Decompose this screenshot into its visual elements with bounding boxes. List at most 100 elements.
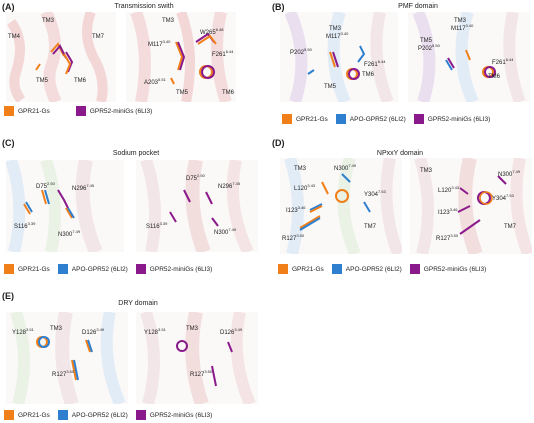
- label-m117: M1173.40: [326, 31, 349, 41]
- label-tm3: TM3: [186, 326, 198, 332]
- legend-swatch-apo: [331, 264, 342, 274]
- label-tm6: TM6: [362, 72, 374, 78]
- label-n300: N3007.49: [334, 163, 357, 173]
- panel-label-a: (A): [2, 2, 15, 12]
- label-d75: D752.50: [36, 181, 55, 191]
- legend-label-gpr21: GPR21-Gs: [18, 107, 50, 115]
- label-p202: P2025.50: [290, 47, 312, 57]
- legend-e: GPR21-Gs APO-GPR52 (6LI2) GPR52-miniGs (…: [4, 410, 212, 420]
- legend-swatch-gpr21: [282, 114, 292, 124]
- legend-label-gpr21: GPR21-Gs: [292, 265, 324, 273]
- label-n296: N2967.45: [72, 183, 95, 193]
- label-tm5: TM5: [420, 38, 432, 44]
- label-l120: L1203.43: [294, 183, 316, 193]
- legend-swatch-apo: [57, 410, 68, 420]
- legend-swatch-gpr21: [278, 264, 288, 274]
- label-m117: M1173.40: [148, 39, 171, 49]
- label-tm3: TM3: [294, 166, 306, 172]
- legend-label-gpr52: GPR52-miniGs (6LI3): [89, 107, 153, 115]
- label-n296: N2967.45: [218, 181, 241, 191]
- label-r127: R1273.50: [282, 233, 305, 243]
- structure-image-e-left: [6, 312, 128, 404]
- label-f261: F2616.44: [364, 59, 386, 69]
- label-tm3: TM3: [42, 18, 54, 24]
- structure-image-d-left: [280, 158, 402, 254]
- legend-b: GPR21-Gs APO-GPR52 (6LI2) GPR52-miniGs (…: [282, 114, 490, 124]
- structure-image-a-left: [6, 12, 116, 102]
- label-y128: Y1283.51: [12, 327, 34, 337]
- label-tm4: TM4: [8, 34, 20, 40]
- legend-label-gpr52: GPR52-miniGs (6LI3): [427, 115, 491, 123]
- label-tm3: TM3: [454, 18, 466, 24]
- legend-swatch-gpr52: [75, 106, 86, 116]
- label-y304: Y3047.53: [492, 193, 514, 203]
- legend-swatch-gpr21: [4, 264, 14, 274]
- legend-swatch-gpr52: [135, 264, 146, 274]
- panel-title-c: Sodium pocket: [112, 150, 160, 157]
- legend-label-gpr21: GPR21-Gs: [18, 411, 50, 419]
- legend-label-gpr52: GPR52-miniGs (6LI3): [149, 411, 213, 419]
- structure-image-c-left: [6, 160, 124, 252]
- legend-swatch-gpr52: [409, 264, 420, 274]
- label-a203: A2035.51: [144, 77, 166, 87]
- label-r127: R1273.50: [52, 369, 75, 379]
- panel-title-d: NPxxY domain: [376, 150, 424, 157]
- label-d75: D752.50: [186, 173, 205, 183]
- label-n300: N3007.49: [214, 227, 237, 237]
- legend-swatch-gpr52: [413, 114, 424, 124]
- label-i123: I1233.46: [286, 205, 306, 215]
- structure-image-d-right: [410, 158, 532, 254]
- label-f261: F2616.44: [212, 49, 234, 59]
- label-tm3: TM3: [420, 168, 432, 174]
- label-p202: P2025.50: [418, 43, 440, 53]
- label-r127: R1273.50: [190, 369, 213, 379]
- label-tm6: TM6: [74, 78, 86, 84]
- label-i123: I1233.46: [438, 207, 458, 217]
- label-tm7: TM7: [364, 224, 376, 230]
- label-tm3: TM3: [329, 26, 341, 32]
- label-tm3: TM3: [50, 326, 62, 332]
- panel-label-b: (B): [272, 2, 285, 12]
- label-d126: D1263.49: [220, 327, 243, 337]
- legend-swatch-apo: [57, 264, 68, 274]
- label-l120: L1203.43: [438, 185, 460, 195]
- legend-a: GPR21-Gs GPR52-miniGs (6LI3): [4, 106, 152, 116]
- label-s116: S1163.39: [14, 221, 36, 231]
- label-n300: N3007.49: [498, 169, 521, 179]
- label-r127: R1273.50: [436, 233, 459, 243]
- label-y304: Y3047.53: [364, 189, 386, 199]
- label-f261: F2616.44: [492, 57, 514, 67]
- panel-title-b: PMF domain: [398, 3, 438, 10]
- legend-label-apo: APO-GPR52 (6LI2): [349, 115, 406, 123]
- panel-label-c: (C): [2, 138, 15, 148]
- legend-d: GPR21-Gs APO-GPR52 (6LI2) GPR52-miniGs (…: [278, 264, 486, 274]
- label-d126: D1263.49: [82, 327, 105, 337]
- label-tm6: TM6: [488, 74, 500, 80]
- label-tm5: TM5: [176, 90, 188, 96]
- label-s116: S1163.39: [146, 221, 168, 231]
- legend-label-gpr52: GPR52-miniGs (6LI3): [423, 265, 487, 273]
- legend-c: GPR21-Gs APO-GPR52 (6LI2) GPR52-miniGs (…: [4, 264, 212, 274]
- panel-label-e: (E): [2, 291, 14, 301]
- label-w265: W2656.48: [200, 27, 224, 37]
- legend-label-gpr21: GPR21-Gs: [296, 115, 328, 123]
- label-tm7: TM7: [92, 34, 104, 40]
- structure-image-b-left: [280, 12, 398, 102]
- label-y128: Y1283.51: [144, 327, 166, 337]
- legend-label-apo: APO-GPR52 (6LI2): [71, 411, 128, 419]
- label-tm7: TM7: [504, 224, 516, 230]
- legend-swatch-gpr21: [4, 106, 14, 116]
- structure-image-a-right: [126, 12, 236, 102]
- label-tm5: TM5: [36, 78, 48, 84]
- legend-swatch-gpr21: [4, 410, 14, 420]
- legend-swatch-gpr52: [135, 410, 146, 420]
- structure-image-e-right: [136, 312, 258, 404]
- panel-title-a: Transmission swith: [114, 3, 174, 10]
- panel-label-d: (D): [272, 138, 285, 148]
- legend-swatch-apo: [335, 114, 346, 124]
- label-tm6: TM6: [222, 90, 234, 96]
- label-tm5: TM5: [324, 84, 336, 90]
- legend-label-gpr21: GPR21-Gs: [18, 265, 50, 273]
- label-m117: M1173.40: [451, 23, 474, 33]
- panel-title-e: DRY domain: [118, 300, 158, 307]
